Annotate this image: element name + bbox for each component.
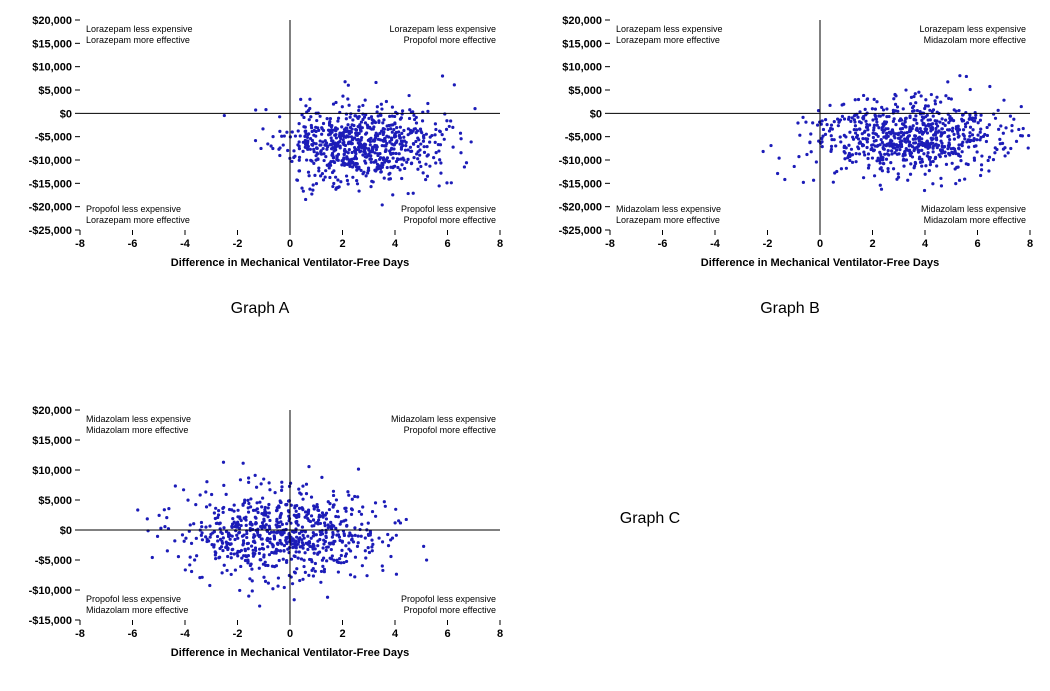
quad-label-tr: Propofol more effective [404,35,496,45]
quad-label-tl: Lorazepam more effective [86,35,190,45]
y-tick-label: -$15,000 [559,178,602,190]
y-tick-label: $5,000 [38,85,72,97]
x-tick-label: -6 [128,628,138,640]
quad-label-br: Propofol less expensive [401,594,496,604]
y-tick-label: -$25,000 [29,225,72,237]
quad-label-tl: Lorazepam less expensive [616,24,723,34]
y-tick-label: $15,000 [32,38,72,50]
y-tick-label: -$5,000 [35,555,72,567]
x-tick-label: -8 [75,628,85,640]
quad-label-bl: Midazolam less expensive [616,204,721,214]
quad-label-bl: Lorazepam more effective [86,215,190,225]
scatter-points [762,74,1031,192]
quad-label-tl: Lorazepam less expensive [86,24,193,34]
x-tick-label: 4 [392,628,399,640]
x-tick-label: 2 [339,628,345,640]
x-tick-label: -2 [233,238,243,250]
quad-label-tr: Lorazepam less expensive [919,24,1026,34]
y-tick-label: $20,000 [32,15,72,27]
chart-panel-c: -8 -6 -4 -2 0 2 4 6 8 $20,000 $15,000 $10,000 $5,000… [10,400,510,660]
quad-label-tl: Midazolam less expensive [86,414,191,424]
quad-label-br: Propofol more effective [404,215,496,225]
y-tick-label: -$25,000 [559,225,602,237]
quad-label-tr: Lorazepam less expensive [389,24,496,34]
x-tick-label: -6 [658,238,668,250]
y-tick-label: $15,000 [562,38,602,50]
x-tick-label: -2 [233,628,243,640]
x-tick-label: 8 [497,628,503,640]
chart-title-b: Graph B [730,300,850,318]
quad-label-bl: Propofol less expensive [86,204,181,214]
x-tick-label: -8 [605,238,615,250]
quad-label-tl: Lorazepam more effective [616,35,720,45]
y-tick-label: $5,000 [38,495,72,507]
y-tick-label: $5,000 [568,85,602,97]
quad-label-br: Propofol more effective [404,605,496,615]
y-tick-label: $0 [590,108,602,120]
x-tick-label: 0 [817,238,823,250]
x-axis-title: Difference in Mechanical Ventilator-Free… [171,647,409,659]
x-tick-label: 8 [1027,238,1033,250]
scatter-points [136,461,428,608]
x-tick-label: 0 [287,628,293,640]
x-tick-label: -8 [75,238,85,250]
quad-label-bl: Propofol less expensive [86,594,181,604]
quad-label-tr: Propofol more effective [404,425,496,435]
y-tick-label: $15,000 [32,435,72,447]
chart-panel-b: -8 -6 -4 -2 0 2 4 6 8 $20,000 $15,000 $10,000 $5,000… [540,10,1040,270]
quad-label-tl: Midazolam more effective [86,425,188,435]
x-tick-label: -4 [710,238,721,250]
x-tick-label: 2 [339,238,345,250]
x-tick-label: -6 [128,238,138,250]
x-tick-label: -2 [763,238,773,250]
scatter-points [223,74,477,206]
chart-panel-a: -8 -6 -4 -2 0 2 4 6 8 $20,000 $15,000 $10,000 $5,000… [10,10,510,270]
x-tick-label: 2 [869,238,875,250]
x-tick-label: 8 [497,238,503,250]
quad-label-tr: Midazolam less expensive [391,414,496,424]
y-tick-label: -$5,000 [35,132,72,144]
y-tick-label: -$15,000 [29,615,72,627]
x-tick-label: 6 [444,628,450,640]
scatter-chart-c: -8 -6 -4 -2 0 2 4 6 8 $20,000 $15,000 $10,000 $5,000… [10,400,510,660]
y-tick-label: -$20,000 [559,202,602,214]
y-tick-label: $10,000 [32,62,72,74]
x-tick-label: -4 [180,238,191,250]
y-tick-label: -$10,000 [559,155,602,167]
x-tick-label: 4 [392,238,399,250]
chart-title-c: Graph C [590,510,710,528]
x-tick-label: 6 [444,238,450,250]
x-tick-label: 4 [922,238,929,250]
y-tick-label: $0 [60,525,72,537]
y-tick-label: $20,000 [562,15,602,27]
quad-label-bl: Midazolam more effective [86,605,188,615]
y-tick-label: -$5,000 [565,132,602,144]
y-tick-label: -$15,000 [29,178,72,190]
x-axis-title: Difference in Mechanical Ventilator-Free… [701,257,939,269]
quad-label-tr: Midazolam more effective [924,35,1026,45]
y-tick-label: $20,000 [32,405,72,417]
quad-label-br: Midazolam more effective [924,215,1026,225]
y-tick-label: $10,000 [32,465,72,477]
x-tick-label: 6 [974,238,980,250]
x-axis-title: Difference in Mechanical Ventilator-Free… [171,257,409,269]
y-tick-label: $10,000 [562,62,602,74]
chart-title-a: Graph A [200,300,320,318]
x-tick-label: 0 [287,238,293,250]
quad-label-bl: Lorazepam more effective [616,215,720,225]
quad-label-br: Propofol less expensive [401,204,496,214]
quad-label-br: Midazolam less expensive [921,204,1026,214]
scatter-chart-a: -8 -6 -4 -2 0 2 4 6 8 $20,000 $15,000 $10,000 $5,000… [10,10,510,270]
y-tick-label: $0 [60,108,72,120]
y-tick-label: -$10,000 [29,585,72,597]
y-tick-label: -$10,000 [29,155,72,167]
scatter-chart-b: -8 -6 -4 -2 0 2 4 6 8 $20,000 $15,000 $10,000 $5,000… [540,10,1040,270]
y-tick-label: -$20,000 [29,202,72,214]
x-tick-label: -4 [180,628,191,640]
